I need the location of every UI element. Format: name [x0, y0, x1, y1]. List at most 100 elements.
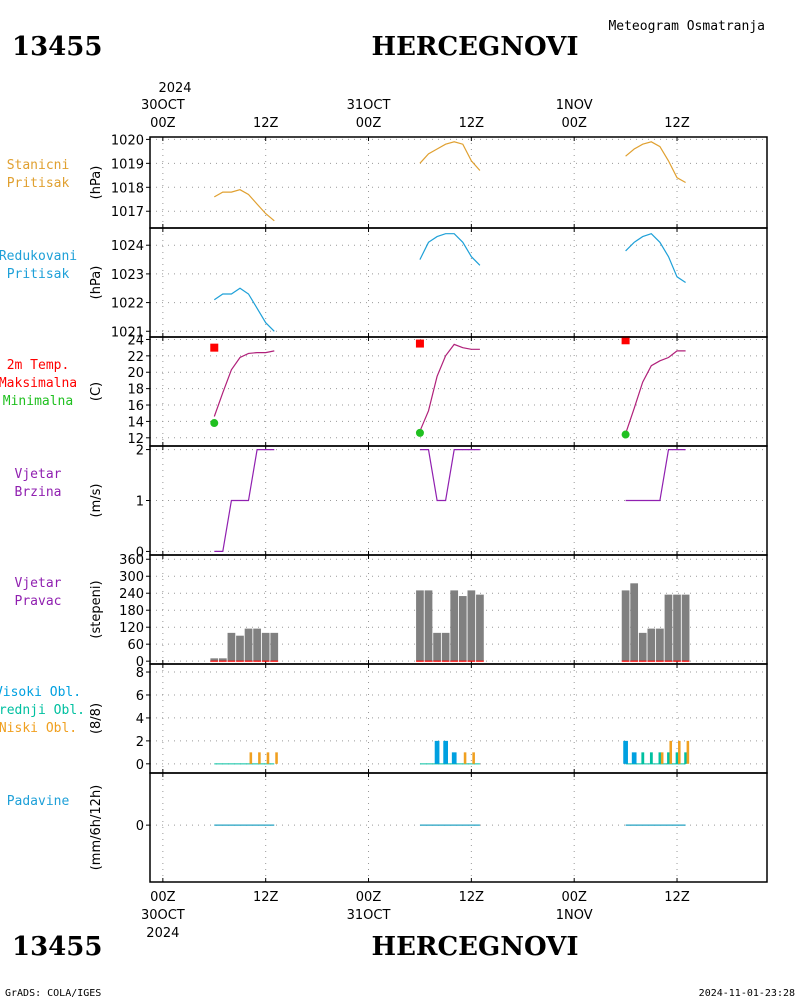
reduced-pressure-line: [419, 233, 481, 266]
y-tick-label: 24: [127, 333, 144, 348]
wind-direction-bar: [621, 590, 630, 662]
y-tick-label: 1020: [111, 133, 144, 148]
panel-wind-speed: 0 1 2 (m/s) Vjetar Brzina: [15, 444, 768, 560]
wind-direction-bar: [424, 590, 433, 662]
y-tick-label: 6: [136, 689, 144, 704]
high-cloud-bar: [451, 752, 457, 764]
wind-direction-bar: [467, 590, 476, 662]
high-cloud-bar: [434, 740, 440, 764]
panel-label: Stanicni: [7, 158, 70, 173]
top-time-label: 12Z: [664, 116, 690, 131]
panel-clouds: 0 2 4 6 8 (8/8) Visoki Obl. Srednji Obl. Niski O…: [0, 663, 768, 774]
wind-direction-bar: [476, 594, 484, 662]
top-time-label: 1NOV: [556, 98, 593, 113]
bottom-time-label: 1NOV: [556, 908, 593, 923]
reduced-pressure-line: [213, 287, 275, 332]
y-tick-label: 4: [136, 712, 144, 727]
max-temp-marker: [621, 336, 630, 345]
panel-label: Vjetar: [15, 467, 62, 482]
y-tick-label: 60: [127, 638, 144, 653]
wind-direction-bar: [638, 632, 647, 662]
y-tick-label: 1: [136, 495, 144, 510]
bottom-time-axis: 00Z 30OCT 2024 12Z 00Z 31OCT 12Z 00Z 1NOV 12Z: [141, 890, 690, 941]
panel-frame: [149, 663, 768, 774]
y-tick-label: 22: [127, 350, 144, 365]
top-time-axis: 30OCT 00Z 12Z 31OCT 00Z 12Z 1NOV 00Z 12Z: [141, 98, 690, 131]
low-cloud-bar: [463, 752, 467, 764]
max-temp-marker: [415, 339, 424, 348]
y-tick-label: 180: [119, 604, 144, 619]
panel-label: Pritisak: [7, 267, 70, 282]
y-axis-label: (stepeni): [89, 580, 104, 638]
y-tick-label: 0: [136, 758, 144, 773]
low-cloud-bar: [660, 752, 664, 764]
max-temp-marker: [210, 343, 219, 352]
low-cloud-bar: [249, 752, 253, 764]
top-time-label: 12Z: [459, 116, 485, 131]
y-tick-label: 1024: [111, 239, 144, 254]
panel-label: Pritisak: [7, 176, 70, 191]
wind-direction-bar: [630, 583, 639, 662]
wind-direction-bar: [270, 632, 279, 662]
temperature-line: [625, 350, 686, 434]
y-tick-label: 1017: [111, 205, 144, 220]
bottom-time-label: 00Z: [561, 890, 587, 905]
generation-timestamp: 2024-11-01-23:28: [699, 988, 795, 999]
top-time-label: 00Z: [150, 116, 176, 131]
station-pressure-line: [419, 141, 481, 171]
y-axis-label: (8/8): [89, 703, 104, 734]
high-cloud-bar: [631, 752, 637, 764]
y-tick-label: 0: [136, 819, 144, 834]
min-temp-marker: [210, 419, 219, 428]
y-tick-label: 0: [136, 655, 144, 670]
wind-direction-bar: [458, 596, 467, 662]
panel-frame: [149, 136, 768, 229]
bottom-time-label: 30OCT: [141, 908, 185, 923]
y-axis-label: (mm/6h/12h): [89, 785, 104, 871]
panel-label: Minimalna: [3, 394, 73, 409]
panel-label: Padavine: [7, 794, 70, 809]
y-axis-label: (hPa): [89, 166, 104, 200]
y-tick-label: 0: [136, 545, 144, 560]
station-pressure-line: [214, 189, 275, 222]
wind-direction-bar: [433, 632, 441, 662]
mid-cloud-bar: [675, 752, 679, 764]
reduced-pressure-line: [625, 233, 686, 284]
y-tick-label: 120: [119, 621, 144, 636]
wind-direction-bar: [227, 632, 236, 662]
wind-direction-bar: [253, 628, 261, 662]
wind-speed-line: [625, 449, 686, 502]
y-tick-label: 300: [119, 570, 144, 585]
top-time-label: 30OCT: [141, 98, 185, 113]
station-pressure-line: [625, 141, 686, 184]
top-time-label: 31OCT: [347, 98, 391, 113]
mid-cloud-bar: [649, 752, 653, 764]
bottom-time-label: 12Z: [253, 890, 279, 905]
high-cloud-bar: [443, 740, 449, 764]
y-tick-label: 12: [127, 432, 144, 447]
panel-label: Visoki Obl.: [0, 685, 81, 700]
mid-cloud-bar: [641, 752, 645, 764]
wind-speed-line: [214, 449, 275, 553]
y-tick-label: 1018: [111, 181, 144, 196]
wind-direction-bar: [244, 628, 253, 662]
wind-direction-bar: [210, 658, 219, 662]
low-cloud-bar: [678, 740, 681, 764]
bottom-time-label: 00Z: [150, 890, 176, 905]
y-tick-label: 1023: [111, 268, 144, 283]
low-cloud-bar: [258, 752, 261, 764]
wind-direction-bar: [673, 594, 681, 662]
bottom-time-label: 12Z: [664, 890, 690, 905]
station-id-bottom: 13455: [12, 932, 102, 962]
y-tick-label: 2: [136, 735, 144, 750]
high-cloud-bar: [623, 740, 628, 764]
y-tick-label: 16: [127, 399, 144, 414]
min-temp-marker: [415, 428, 424, 437]
panel-reduced-pressure: 1021 1022 1023 1024 (hPa) Redukovani Pritisak: [0, 227, 768, 340]
wind-direction-bar: [656, 628, 664, 662]
panel-label: Maksimalna: [0, 376, 77, 391]
y-tick-label: 240: [119, 587, 144, 602]
mid-cloud-bar: [684, 752, 688, 764]
bottom-time-label: 2024: [146, 926, 179, 941]
